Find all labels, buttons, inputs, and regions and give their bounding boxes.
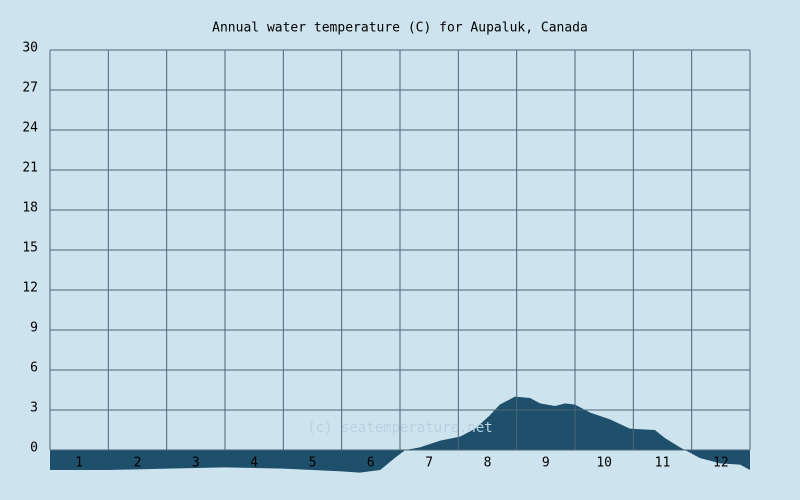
- y-tick-label: 3: [30, 401, 38, 416]
- x-tick-label: 9: [542, 456, 550, 471]
- x-tick-label: 3: [192, 456, 200, 471]
- y-tick-label: 18: [22, 201, 38, 216]
- y-tick-label: 6: [30, 361, 38, 376]
- y-tick-label: 27: [22, 81, 38, 96]
- chart-title: Annual water temperature (C) for Aupaluk…: [212, 21, 588, 36]
- x-tick-label: 6: [367, 456, 375, 471]
- x-tick-label: 7: [425, 456, 433, 471]
- y-tick-label: 21: [22, 161, 38, 176]
- x-tick-label: 1: [75, 456, 83, 471]
- y-tick-label: 12: [22, 281, 38, 296]
- x-tick-label: 8: [484, 456, 492, 471]
- y-tick-label: 0: [30, 441, 38, 456]
- x-tick-label: 5: [309, 456, 317, 471]
- x-tick-label: 2: [134, 456, 142, 471]
- y-tick-label: 24: [22, 121, 38, 136]
- x-tick-label: 4: [250, 456, 258, 471]
- watermark: (c) seatemperature.net: [307, 420, 492, 436]
- y-tick-label: 15: [22, 241, 38, 256]
- y-tick-label: 9: [30, 321, 38, 336]
- x-tick-label: 12: [713, 456, 729, 471]
- y-tick-label: 30: [22, 41, 38, 56]
- x-tick-label: 11: [655, 456, 671, 471]
- x-tick-label: 10: [596, 456, 612, 471]
